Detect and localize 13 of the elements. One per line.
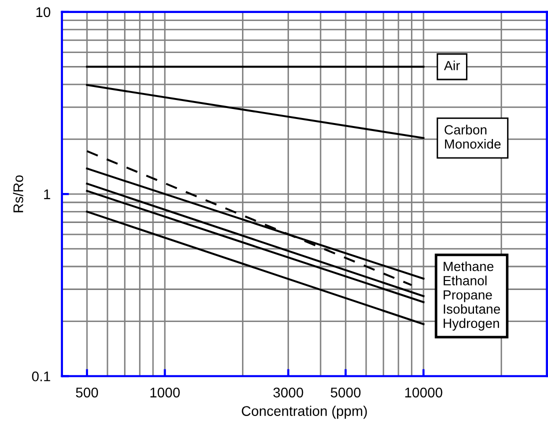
x-tick-label: 5000 <box>330 388 361 398</box>
x-tick-label: 3000 <box>273 388 304 398</box>
y-tick-label: 0.1 <box>32 371 50 382</box>
x-axis-title: Concentration (ppm) <box>242 406 367 419</box>
series-label: Air <box>444 60 460 70</box>
y-tick-label: 10 <box>36 7 50 18</box>
y-axis-title: Rs/Ro <box>13 175 24 212</box>
series-label: Carbon Monoxide <box>444 124 501 149</box>
x-tick-label: 1000 <box>150 388 180 398</box>
y-tick-label: 1 <box>44 190 50 200</box>
x-tick-label: 500 <box>76 388 98 398</box>
x-tick-label: 10000 <box>405 388 442 398</box>
annotation: Methane Ethanol Propane Isobutane Hydrogen <box>444 261 500 331</box>
